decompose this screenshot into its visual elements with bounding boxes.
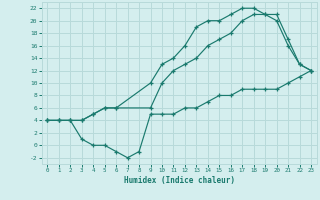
X-axis label: Humidex (Indice chaleur): Humidex (Indice chaleur) xyxy=(124,176,235,185)
